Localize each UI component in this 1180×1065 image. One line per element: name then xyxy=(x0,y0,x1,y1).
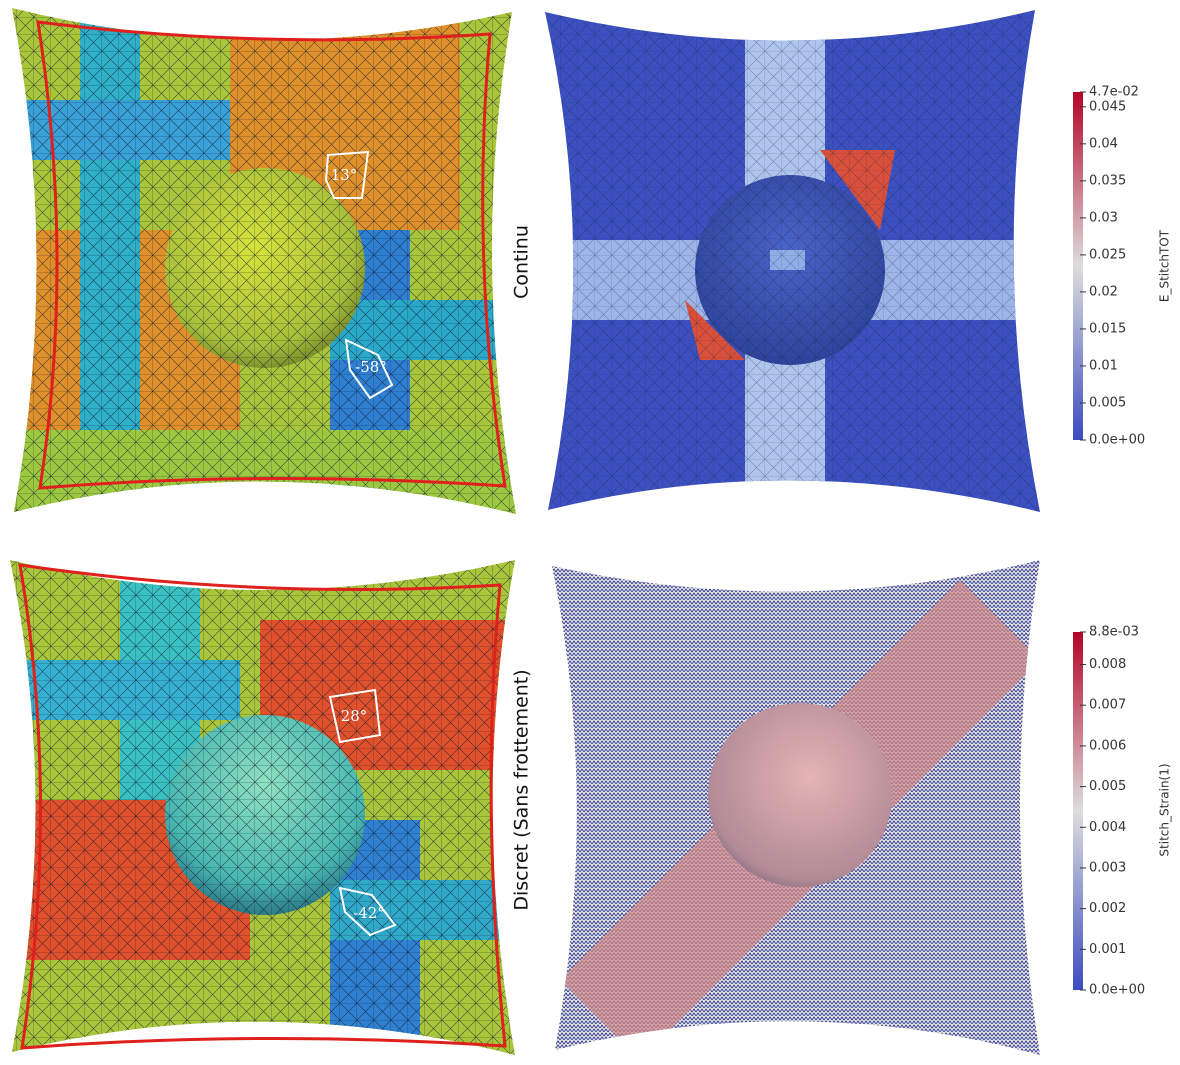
colorbar-tick-label: 0.005 xyxy=(1089,779,1126,794)
angle-zone xyxy=(338,886,397,937)
angle-zone xyxy=(324,150,370,199)
colorbar-tick-label: 4.7e-02 xyxy=(1089,85,1139,100)
angle-zone xyxy=(328,688,382,744)
colorbar-tick-label: 0.006 xyxy=(1089,738,1126,753)
colorbar-tick-label: 0.004 xyxy=(1089,820,1126,835)
colorbar-tick-label: 0.04 xyxy=(1089,136,1118,151)
colorbar-tick-label: 0.045 xyxy=(1089,99,1126,114)
colorbar-tick-label: 0.01 xyxy=(1089,358,1118,373)
colorbar-tick-label: 0.008 xyxy=(1089,657,1126,672)
outline xyxy=(36,20,507,490)
colorbar-tick-label: 0.007 xyxy=(1089,698,1126,713)
colorbar-tick-label: 0.02 xyxy=(1089,284,1118,299)
colorbar-tick-label: 0.025 xyxy=(1089,247,1126,262)
outline xyxy=(18,563,507,1050)
colorbar xyxy=(1073,92,1083,440)
colorbar-tick-label: 0.001 xyxy=(1089,942,1126,957)
strain-panel xyxy=(545,10,1040,512)
colorbar-tick-label: 0.005 xyxy=(1089,395,1126,410)
angle-label: -58° xyxy=(355,358,387,376)
angle-label: -42° xyxy=(353,904,385,922)
row-label: Discret (Sans frottement) xyxy=(511,669,533,910)
angle-zone xyxy=(344,338,394,400)
strain-panel xyxy=(552,560,1040,1055)
mesh-panel xyxy=(10,560,515,1055)
colorbar-tick-label: 0.0e+00 xyxy=(1089,983,1145,998)
colorbar-tick-label: 0.002 xyxy=(1089,901,1126,916)
row-label: Continu xyxy=(511,225,533,299)
angle-label: 13° xyxy=(331,166,358,184)
colorbar-title: E_StitchTOT xyxy=(1158,229,1172,302)
colorbar xyxy=(1073,632,1083,990)
colorbar-tick-label: 0.03 xyxy=(1089,210,1118,225)
colorbar-tick-label: 0.035 xyxy=(1089,173,1126,188)
mesh-panel xyxy=(12,8,516,514)
colorbar-tick-label: 0.0e+00 xyxy=(1089,433,1145,448)
angle-label: 28° xyxy=(341,707,368,725)
colorbar-title: Stitch_Strain(1) xyxy=(1158,763,1172,856)
colorbar-tick-label: 0.003 xyxy=(1089,860,1126,875)
colorbar-tick-label: 0.015 xyxy=(1089,321,1126,336)
colorbar-tick-label: 8.8e-03 xyxy=(1089,625,1139,640)
